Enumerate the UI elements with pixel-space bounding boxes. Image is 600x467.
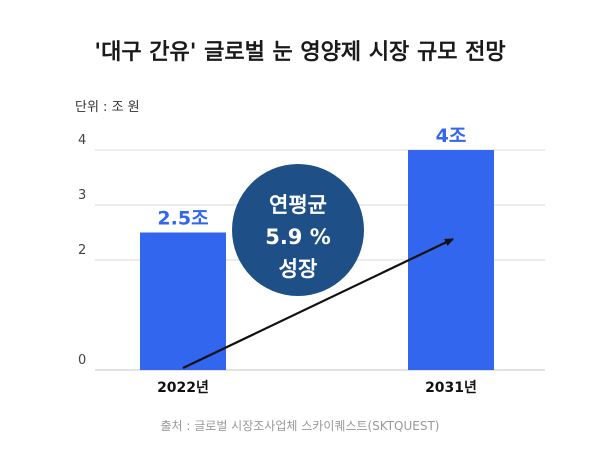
growth-badge-text: 연평균 [269,193,327,217]
growth-badge [232,164,364,296]
y-tick-label: 2 [78,243,86,258]
chart-title: '대구 간유' 글로벌 눈 영양제 시장 규모 전망 [94,40,506,65]
bar-2022년 [140,232,226,370]
bar-2031년 [408,150,494,370]
x-tick-label: 2022년 [157,380,209,396]
growth-arrow [182,238,454,369]
x-tick-label: 2031년 [425,380,477,396]
y-tick-label: 4 [78,133,86,148]
data-label: 4조 [436,125,467,147]
unit-label: 단위 : 조 원 [75,100,140,115]
y-tick-label: 3 [78,188,86,203]
y-tick-label: 0 [78,353,86,368]
data-label: 2.5조 [157,208,208,230]
growth-badge-text: 성장 [279,257,318,281]
source-note: 출처 : 글로벌 시장조사업체 스카이퀘스트(SKTQUEST) [160,419,440,433]
growth-badge-text: 5.9 % [265,225,331,249]
